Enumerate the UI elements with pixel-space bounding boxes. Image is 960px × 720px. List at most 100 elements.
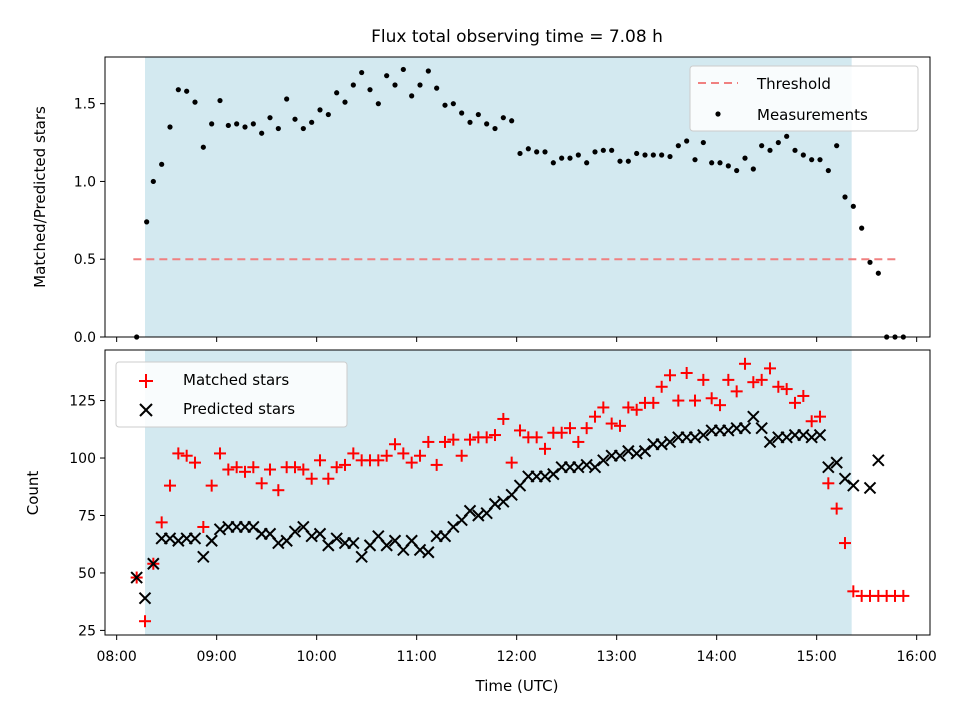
measurement-point xyxy=(700,139,706,146)
matched-star-point xyxy=(697,373,710,386)
measurement-point xyxy=(192,99,198,105)
measurement-point xyxy=(759,143,765,149)
measurement-point xyxy=(692,157,698,163)
measurement-point xyxy=(684,138,690,144)
matched-stars-points xyxy=(130,357,910,628)
matched-star-point xyxy=(272,484,285,497)
predicted-star-point xyxy=(422,546,435,559)
matched-star-point xyxy=(255,477,268,490)
matched-star-point xyxy=(372,454,385,467)
predicted-star-point xyxy=(188,532,202,545)
top-legend: Threshold Measurements xyxy=(689,65,919,132)
matched-star-point xyxy=(580,422,593,435)
predicted-star-point xyxy=(838,472,852,485)
predicted-star-point xyxy=(663,435,677,449)
measurement-point xyxy=(592,149,598,155)
matched-star-point xyxy=(714,399,726,412)
measurement-point xyxy=(834,143,840,149)
top-y-tick-label: 0.5 xyxy=(74,252,96,268)
matched-star-point xyxy=(205,479,218,492)
bottom-x-tick-label: 15:00 xyxy=(796,649,836,665)
matched-star-point xyxy=(422,435,435,448)
measurement-point xyxy=(567,155,573,161)
measurement-point xyxy=(800,152,806,158)
predicted-star-point xyxy=(847,479,860,492)
top-y-ticks: 0.0 0.5 1.0 1.5 xyxy=(74,97,105,346)
predicted-star-point xyxy=(380,539,393,552)
measurement-point xyxy=(650,152,656,158)
bottom-legend: Matched stars Predicted stars xyxy=(115,361,348,428)
matched-star-point xyxy=(797,389,810,402)
measurement-point xyxy=(409,93,415,99)
measurement-point xyxy=(150,178,156,185)
top-y-tick-label: 0.0 xyxy=(74,330,96,346)
bottom-axes-frame xyxy=(104,349,931,636)
matched-star-point xyxy=(439,435,451,448)
matched-star-point xyxy=(489,429,501,442)
predicted-star-point xyxy=(588,461,602,474)
bottom-x-tick-label: 12:00 xyxy=(496,649,536,665)
predicted-star-point xyxy=(872,454,885,467)
measurement-point xyxy=(850,203,856,209)
matched-star-point xyxy=(814,410,826,423)
bottom-y-tick-label: 125 xyxy=(69,394,96,410)
bottom-x-tick-label: 08:00 xyxy=(96,649,136,665)
measurement-point xyxy=(450,101,456,107)
predicted-star-point xyxy=(497,495,510,508)
measurement-point xyxy=(200,144,206,150)
matched-star-point xyxy=(780,383,793,396)
predicted-star-point xyxy=(147,557,160,570)
matched-star-point xyxy=(480,431,493,444)
predicted-star-point xyxy=(138,592,152,605)
measurement-point xyxy=(550,160,556,166)
measurement-point xyxy=(534,149,540,155)
matched-star-point xyxy=(564,422,576,435)
matched-star-point xyxy=(672,394,685,407)
matched-star-point xyxy=(447,433,460,446)
matched-star-point xyxy=(214,447,226,460)
predicted-star-point xyxy=(830,456,843,469)
measurement-points xyxy=(134,66,906,340)
matched-star-point xyxy=(705,392,718,405)
matched-star-point xyxy=(647,396,660,409)
matched-star-point xyxy=(689,394,701,407)
matched-star-point xyxy=(164,479,176,492)
measurement-point xyxy=(734,167,740,174)
predicted-star-point xyxy=(205,534,218,547)
matched-legend-label: Matched stars xyxy=(183,371,289,389)
matched-star-point xyxy=(239,465,251,478)
predicted-legend-label: Predicted stars xyxy=(183,400,295,418)
measurement-point xyxy=(617,158,623,164)
measurement-point xyxy=(400,66,406,73)
measurement-point xyxy=(467,119,473,125)
matched-star-point xyxy=(289,461,301,474)
measurement-point xyxy=(817,157,823,163)
measurement-point xyxy=(250,121,256,127)
measurement-point xyxy=(342,99,348,105)
measurement-point xyxy=(144,219,150,225)
predicted-star-point xyxy=(463,504,477,518)
measurement-point xyxy=(317,107,323,113)
matched-star-point xyxy=(222,463,235,476)
measurement-point xyxy=(659,152,665,158)
matched-star-point xyxy=(539,442,551,455)
measurement-point xyxy=(675,143,681,149)
predicted-star-point xyxy=(697,428,710,442)
bottom-x-tick-label: 13:00 xyxy=(596,649,636,665)
matched-star-point xyxy=(314,454,326,467)
matched-star-point xyxy=(139,615,151,628)
measurement-point xyxy=(500,115,506,121)
predicted-star-point xyxy=(347,536,360,550)
matched-star-point xyxy=(722,373,735,386)
predicted-stars-points xyxy=(130,410,885,605)
bottom-x-tick-label: 09:00 xyxy=(196,649,236,665)
measurement-point xyxy=(867,259,873,265)
matched-star-point xyxy=(555,426,568,439)
measurement-point xyxy=(742,155,748,161)
measurement-point xyxy=(159,161,165,167)
matched-star-point xyxy=(680,366,693,379)
predicted-star-point xyxy=(738,421,752,435)
matched-star-point xyxy=(347,447,360,460)
predicted-star-point xyxy=(763,435,777,449)
measurement-point xyxy=(359,69,365,76)
